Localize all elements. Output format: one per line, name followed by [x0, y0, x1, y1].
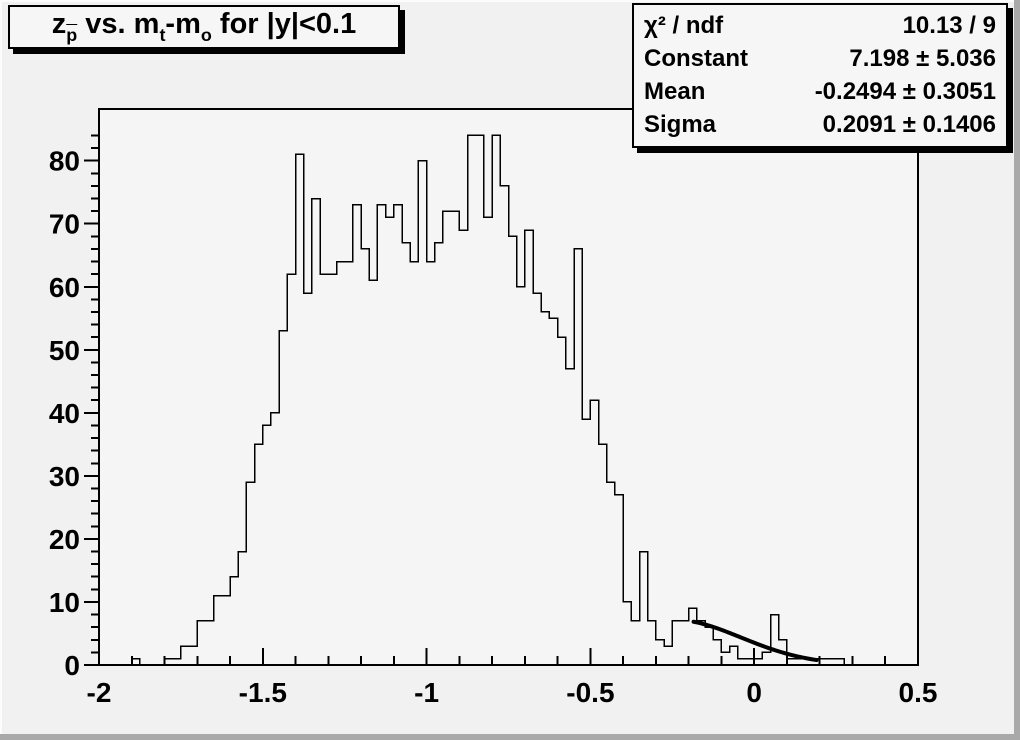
y-tick-label: 70: [49, 209, 80, 240]
x-tick-label: -1: [414, 677, 439, 708]
fit-curve: [691, 619, 819, 663]
stats-row-chi2: χ² / ndf 10.13 / 9: [634, 10, 1006, 42]
x-tick-label: 0: [746, 677, 762, 708]
y-tick-label: 20: [49, 524, 80, 555]
x-tick-label: 0.5: [899, 677, 938, 708]
title-segment: z: [51, 7, 67, 40]
y-tick-label: 40: [49, 398, 80, 429]
stats-value: 0.2091 ± 0.1406: [822, 111, 996, 138]
y-tick-label: 10: [49, 587, 80, 618]
stats-label: Mean: [644, 78, 706, 105]
stats-label: Sigma: [644, 111, 717, 138]
plot-title: zp vs. mt-mo for |y|<0.1: [52, 8, 357, 46]
stats-row-sigma: Sigma 0.2091 ± 0.1406: [634, 109, 1006, 141]
stats-row-mean: Mean -0.2494 ± 0.3051: [634, 76, 1006, 108]
x-tick-label: -1.5: [239, 677, 287, 708]
x-tick-label: -0.5: [566, 677, 614, 708]
title-segment: p: [66, 25, 78, 46]
title-segment: o: [200, 25, 212, 46]
title-segment: -m: [165, 7, 201, 40]
histogram-line: [99, 134, 918, 666]
canvas-edge-left: [0, 0, 2, 740]
stats-row-constant: Constant 7.198 ± 5.036: [634, 43, 1006, 75]
stats-value: 10.13 / 9: [902, 12, 996, 39]
canvas-edge-right: [1014, 0, 1020, 740]
stats-value: 7.198 ± 5.036: [849, 45, 996, 72]
canvas-edge-top: [0, 0, 1020, 2]
stats-value: -0.2494 ± 0.3051: [814, 78, 996, 105]
title-segment: for |y|<0.1: [211, 7, 357, 40]
y-tick-label: 0: [64, 650, 80, 681]
stats-box: χ² / ndf 10.13 / 9 Constant 7.198 ± 5.03…: [632, 3, 1008, 148]
y-tick-label: 30: [49, 461, 80, 492]
x-tick-label: -2: [87, 677, 112, 708]
title-segment: t: [159, 25, 166, 46]
y-tick-label: 80: [49, 146, 80, 177]
title-segment: vs. m: [77, 7, 160, 40]
canvas-edge-bottom: [0, 734, 1020, 740]
y-tick-label: 60: [49, 272, 80, 303]
stats-label: Constant: [644, 45, 748, 72]
plot-title-box: zp vs. mt-mo for |y|<0.1: [8, 5, 400, 49]
stats-label: χ² / ndf: [644, 12, 724, 39]
y-tick-label: 50: [49, 335, 80, 366]
